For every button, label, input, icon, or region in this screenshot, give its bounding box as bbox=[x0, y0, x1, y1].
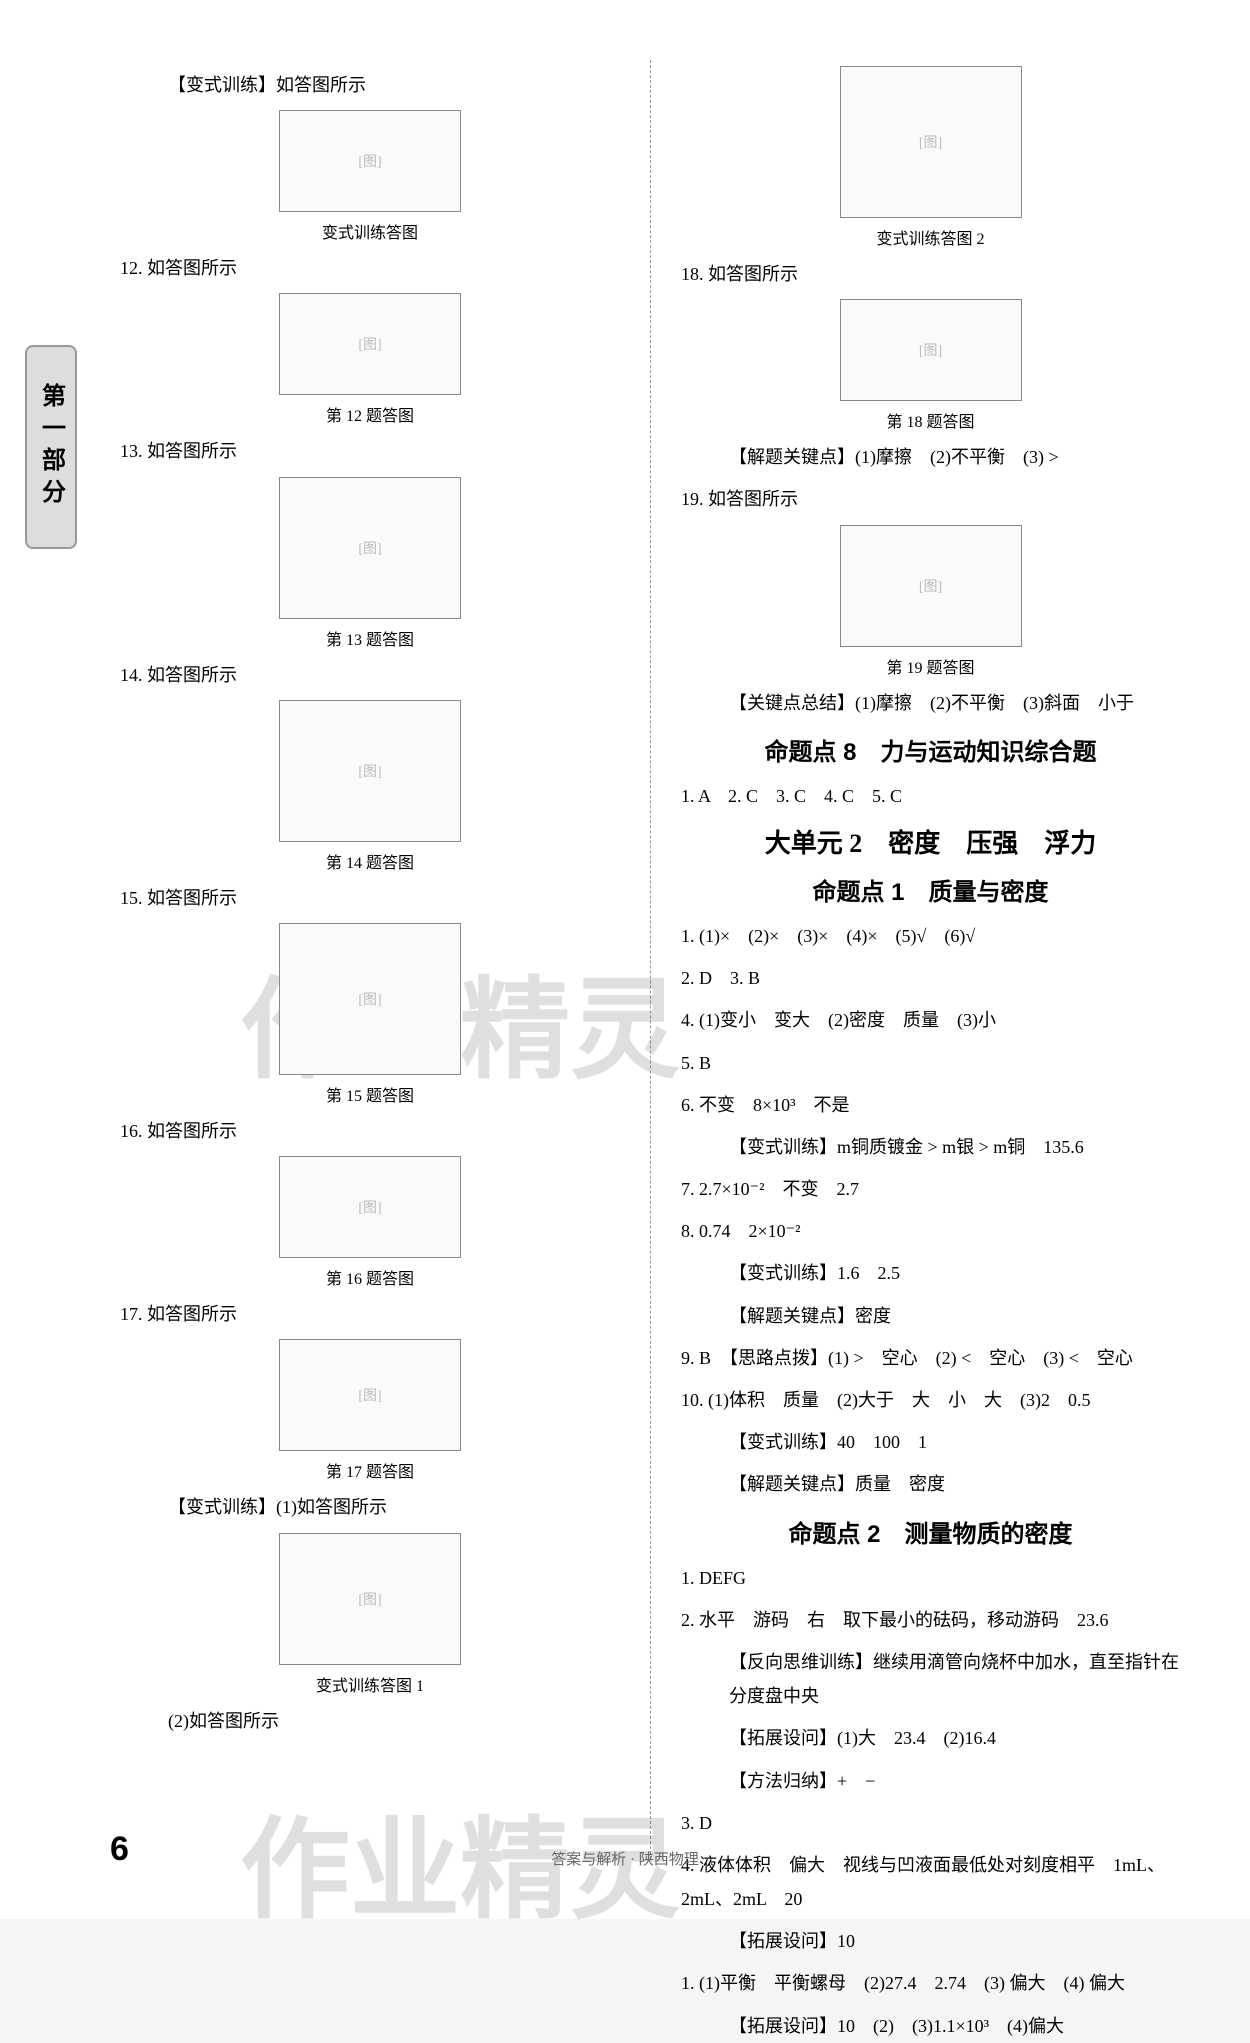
text: 3. D bbox=[681, 1806, 1180, 1840]
text: 4. 液体体积 偏大 视线与凹液面最低处对刻度相平 1mL、2mL、2mL 20 bbox=[681, 1848, 1180, 1916]
text: 【变式训练】如答图所示 bbox=[120, 68, 620, 102]
heading-topic-1: 命题点 1 质量与密度 bbox=[681, 872, 1180, 907]
left-column: 【变式训练】如答图所示 变式训练答图 12. 如答图所示 第 12 题答图 13… bbox=[120, 60, 650, 1859]
figure: 第 15 题答图 bbox=[120, 923, 620, 1106]
text: 16. 如答图所示 bbox=[120, 1114, 620, 1148]
text: 【变式训练】(1)如答图所示 bbox=[120, 1490, 620, 1524]
page-number: 6 bbox=[110, 1830, 129, 1869]
text: 【解题关键点】密度 bbox=[681, 1299, 1180, 1333]
text: 1. DEFG bbox=[681, 1561, 1180, 1595]
text: 【变式训练】1.6 2.5 bbox=[681, 1256, 1180, 1290]
figure: 变式训练答图 bbox=[120, 110, 620, 243]
text: (2)如答图所示 bbox=[120, 1704, 620, 1738]
text: 12. 如答图所示 bbox=[120, 251, 620, 285]
text: 【解题关键点】质量 密度 bbox=[681, 1467, 1180, 1501]
figure: 变式训练答图 2 bbox=[681, 66, 1180, 249]
text: 14. 如答图所示 bbox=[120, 658, 620, 692]
right-column: 变式训练答图 2 18. 如答图所示 第 18 题答图 【解题关键点】(1)摩擦… bbox=[650, 60, 1180, 1859]
figure: 第 12 题答图 bbox=[120, 293, 620, 426]
text: 【拓展设问】(1)大 23.4 (2)16.4 bbox=[681, 1721, 1180, 1755]
text: 1. A 2. C 3. C 4. C 5. C bbox=[681, 779, 1180, 813]
text: 15. 如答图所示 bbox=[120, 881, 620, 915]
heading-topic-2: 命题点 2 测量物质的密度 bbox=[681, 1514, 1180, 1549]
figure: 第 19 题答图 bbox=[681, 525, 1180, 678]
text: 2. 水平 游码 右 取下最小的砝码，移动游码 23.6 bbox=[681, 1603, 1180, 1637]
text: 19. 如答图所示 bbox=[681, 482, 1180, 516]
text: 17. 如答图所示 bbox=[120, 1297, 620, 1331]
text: 5. B bbox=[681, 1046, 1180, 1080]
text: 2. D 3. B bbox=[681, 961, 1180, 995]
text: 【反向思维训练】继续用滴管向烧杯中加水，直至指针在分度盘中央 bbox=[681, 1645, 1180, 1713]
figure: 第 17 题答图 bbox=[120, 1339, 620, 1482]
text: 6. 不变 8×10³ 不是 bbox=[681, 1088, 1180, 1122]
heading-topic-8: 命题点 8 力与运动知识综合题 bbox=[681, 732, 1180, 767]
figure: 第 13 题答图 bbox=[120, 477, 620, 650]
text: 4. (1)变小 变大 (2)密度 质量 (3)小 bbox=[681, 1003, 1180, 1037]
side-tab: 第一部分 bbox=[25, 345, 77, 549]
text: 【关键点总结】(1)摩擦 (2)不平衡 (3)斜面 小于 bbox=[681, 686, 1180, 720]
text: 1. (1)× (2)× (3)× (4)× (5)√ (6)√ bbox=[681, 919, 1180, 953]
text: 7. 2.7×10⁻² 不变 2.7 bbox=[681, 1172, 1180, 1206]
text: 【变式训练】40 100 1 bbox=[681, 1425, 1180, 1459]
figure: 变式训练答图 1 bbox=[120, 1533, 620, 1696]
text: 9. B 【思路点拨】(1) > 空心 (2) < 空心 (3) < 空心 bbox=[681, 1341, 1180, 1375]
text: 【解题关键点】(1)摩擦 (2)不平衡 (3) > bbox=[681, 440, 1180, 474]
text: 1. (1)平衡 平衡螺母 (2)27.4 2.74 (3) 偏大 (4) 偏大 bbox=[681, 1966, 1180, 2000]
text: 10. (1)体积 质量 (2)大于 大 小 大 (3)2 0.5 bbox=[681, 1383, 1180, 1417]
figure: 第 16 题答图 bbox=[120, 1156, 620, 1289]
text: 【拓展设问】10 bbox=[681, 1924, 1180, 1958]
heading-unit-2: 大单元 2 密度 压强 浮力 bbox=[681, 823, 1180, 860]
text: 18. 如答图所示 bbox=[681, 257, 1180, 291]
text: 13. 如答图所示 bbox=[120, 434, 620, 468]
figure: 第 18 题答图 bbox=[681, 299, 1180, 432]
text: 【拓展设问】10 (2) (3)1.1×10³ (4)偏大 bbox=[681, 2009, 1180, 2043]
text: 8. 0.74 2×10⁻² bbox=[681, 1214, 1180, 1248]
figure: 第 14 题答图 bbox=[120, 700, 620, 873]
text: 【方法归纳】+ − bbox=[681, 1764, 1180, 1798]
text: 【变式训练】m铜质镀金 > m银 > m铜 135.6 bbox=[681, 1130, 1180, 1164]
footer: 答案与解析 · 陕西物理 bbox=[551, 1848, 699, 1869]
